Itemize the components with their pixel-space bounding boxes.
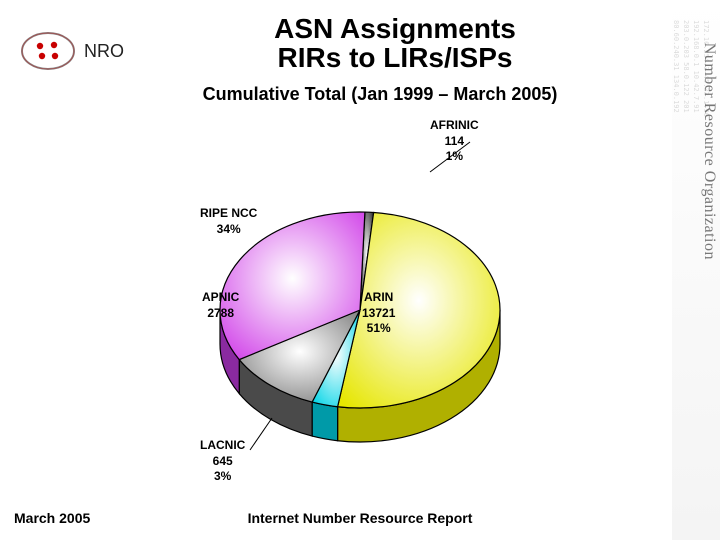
logo-text: NRO [84,41,124,61]
page-title: ASN Assignments RIRs to LIRs/ISPs [180,14,610,73]
label-ripe: RIPE NCC 34% [200,206,257,237]
title-line1: ASN Assignments [274,13,516,44]
label-afrinic: AFRINIC 114 1% [430,118,479,165]
page-subtitle: Cumulative Total (Jan 1999 – March 2005) [100,84,660,105]
svg-text:80.60.240.31 134.0.192: 80.60.240.31 134.0.192 [672,20,680,113]
right-strip: 80.60.240.31 134.0.192 203.0.203 58.0.12… [672,0,720,540]
label-arin: ARIN 13721 51% [362,290,395,337]
nro-logo: NRO [18,26,168,81]
label-apnic: APNIC 2788 [202,290,239,321]
footer-title: Internet Number Resource Report [0,510,720,526]
pie-wrap [210,160,510,460]
svg-text:192.168.0.1 10.42.7.91: 192.168.0.1 10.42.7.91 [692,20,700,113]
svg-text:203.0.203 58.0.122 201: 203.0.203 58.0.122 201 [682,20,690,113]
label-lacnic: LACNIC 645 3% [200,438,245,485]
nro-logo-svg: NRO [18,26,168,76]
title-line2: RIRs to LIRs/ISPs [278,42,513,73]
right-strip-text: Number Resource Organization [700,43,718,260]
